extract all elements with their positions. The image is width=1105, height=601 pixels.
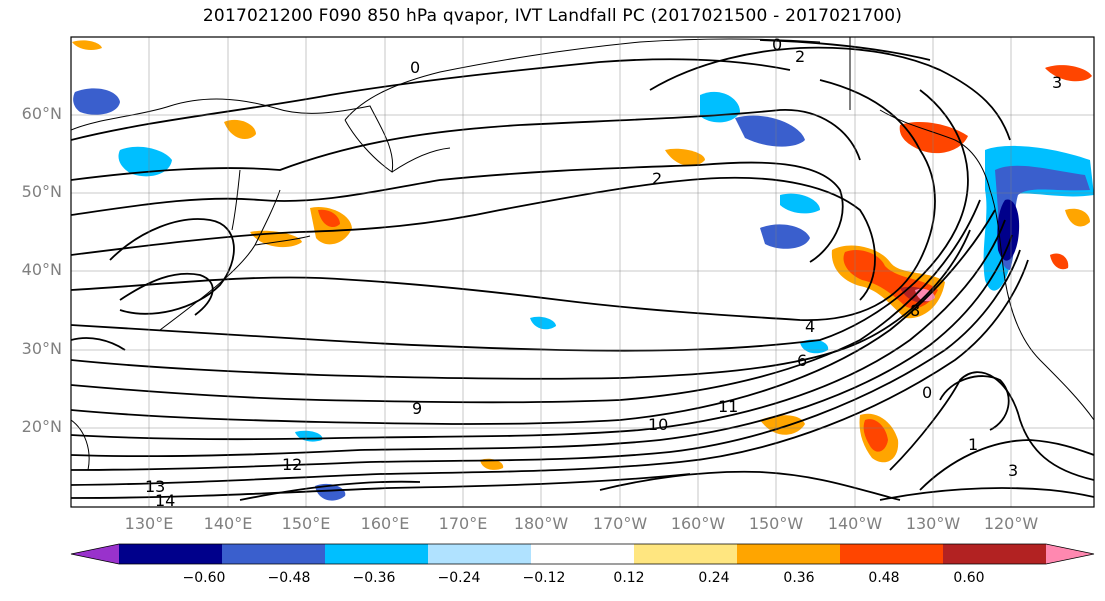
colorbar-tick: 0.24 <box>698 570 730 586</box>
contour-label: 10 <box>648 415 668 434</box>
lon-label: 140°E <box>203 514 253 533</box>
colorbar-segment <box>119 544 223 564</box>
contour-lines <box>71 39 1094 501</box>
contour-label: 6 <box>797 351 807 370</box>
contour-label: 0 <box>410 58 420 77</box>
colorbar-segment <box>634 544 738 564</box>
contour-label: 3 <box>1008 461 1018 480</box>
contour-label: 13 <box>145 477 165 496</box>
colorbar-tick: −0.12 <box>522 570 566 586</box>
contour-label: 1 <box>968 435 978 454</box>
colorbar-segment <box>222 544 326 564</box>
colorbar-outline <box>70 543 1095 565</box>
colorbar-extend-max <box>1046 544 1094 564</box>
colorbar-segment <box>840 544 944 564</box>
colorbar-tick: −0.48 <box>267 570 311 586</box>
colorbar-tick: 0.36 <box>783 570 815 586</box>
lat-label: 40°N <box>21 260 62 279</box>
lon-label: 150°E <box>281 514 331 533</box>
lon-label: 150°W <box>748 514 804 533</box>
colorbar-tick: 0.12 <box>613 570 645 586</box>
contour-label: 0 <box>922 383 932 402</box>
lon-label: 130°W <box>905 514 961 533</box>
lat-label: 30°N <box>21 339 62 358</box>
map-title: 2017021200 F090 850 hPa qvapor, IVT Land… <box>202 6 903 26</box>
colorbar-tick: −0.36 <box>352 570 396 586</box>
colorbar-extend-min <box>71 544 119 564</box>
colorbar-segment <box>428 544 532 564</box>
lon-label: 180°W <box>513 514 569 533</box>
contour-label: 2 <box>652 169 662 188</box>
contour-label: 4 <box>805 317 815 336</box>
colorbar-tick: −0.60 <box>182 570 226 586</box>
contour-label: 2 <box>795 47 805 66</box>
lon-label: 170°W <box>592 514 648 533</box>
graticule <box>71 37 1094 507</box>
colorbar-tick: −0.24 <box>437 570 481 586</box>
lon-label: 120°W <box>983 514 1039 533</box>
lon-label: 160°E <box>360 514 410 533</box>
contour-label: 11 <box>718 397 738 416</box>
lon-label: 160°W <box>670 514 726 533</box>
colorbar-segment <box>737 544 841 564</box>
lat-label: 60°N <box>21 104 62 123</box>
lat-label: 50°N <box>21 182 62 201</box>
colorbar-segment <box>943 544 1047 564</box>
lon-label: 130°E <box>124 514 174 533</box>
colorbar-tick: 0.48 <box>868 570 900 586</box>
lon-label: 170°E <box>438 514 488 533</box>
colorbar-tick: 0.60 <box>953 570 985 586</box>
contour-label-group: 0 0 2 2 3 4 6 8 9 10 11 12 13 14 1 3 0 <box>145 35 1062 510</box>
map-frame <box>70 36 1095 508</box>
contour-label: 14 <box>155 491 175 510</box>
colorbar-segment <box>325 544 429 564</box>
coastlines <box>71 37 1094 471</box>
lon-label: 140°W <box>827 514 883 533</box>
colorbar-segments <box>70 543 1095 565</box>
contour-label: 9 <box>412 399 422 418</box>
lat-label: 20°N <box>21 417 62 436</box>
contour-label: 8 <box>910 301 920 320</box>
contour-label: 3 <box>1052 73 1062 92</box>
contour-label: 12 <box>282 455 302 474</box>
contour-label: 0 <box>772 35 782 54</box>
colorbar-segment <box>531 544 635 564</box>
